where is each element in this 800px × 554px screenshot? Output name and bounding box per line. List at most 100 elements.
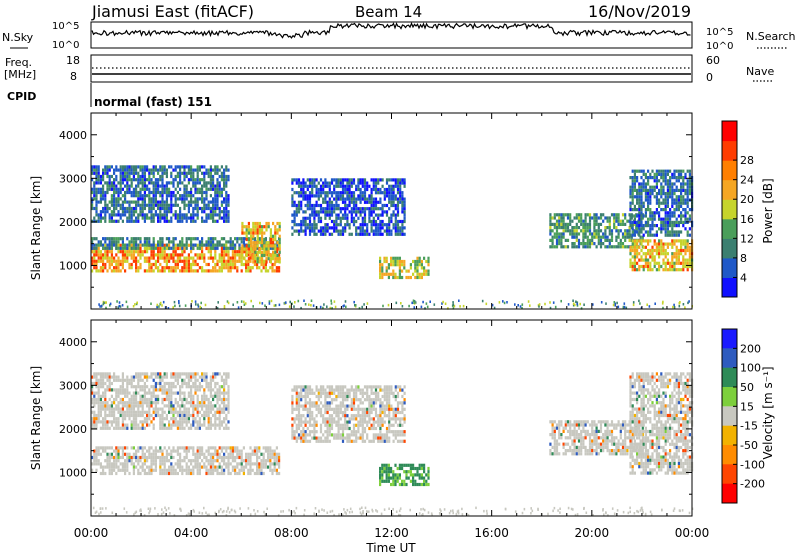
heatmap-cell: [113, 168, 116, 172]
heatmap-cell: [196, 462, 199, 466]
heatmap-cell: [642, 245, 645, 249]
heatmap-cell: [185, 262, 188, 267]
heatmap-cell: [152, 253, 155, 257]
heatmap-cell: [137, 213, 140, 217]
heatmap-cell: [130, 381, 133, 386]
heatmap-cell: [686, 169, 689, 173]
heatmap-cell: [163, 375, 166, 379]
heatmap-cell: [350, 200, 353, 204]
heatmap-cell: [135, 420, 138, 424]
heatmap-cell: [157, 455, 160, 460]
heatmap-cell: [192, 468, 195, 472]
heatmap-cell: [143, 372, 146, 376]
heatmap-cell: [115, 246, 118, 250]
heatmap-cell: [165, 372, 168, 376]
heatmap-cell: [357, 226, 360, 230]
heatmap-cell: [247, 462, 250, 466]
heatmap-cell: [130, 237, 133, 241]
heatmap-cell: [172, 306, 174, 309]
heatmap-cell: [161, 269, 164, 273]
heatmap-cell: [381, 213, 384, 217]
heatmap-cell: [630, 235, 633, 239]
heatmap-cell: [179, 216, 182, 220]
heatmap-cell: [183, 381, 186, 386]
heatmap-cell: [172, 168, 175, 172]
heatmap-cell: [212, 240, 215, 244]
heatmap-cell: [163, 243, 166, 247]
heatmap-cell: [673, 198, 676, 202]
heatmap-cell: [390, 197, 393, 201]
heatmap-cell: [161, 266, 164, 270]
heatmap-cell: [666, 185, 669, 189]
heatmap-cell: [249, 250, 252, 254]
heatmap-cell: [157, 187, 160, 191]
heatmap-cell: [669, 211, 672, 215]
heatmap-cell: [183, 203, 186, 207]
heatmap-cell: [174, 165, 177, 169]
heatmap-cell: [161, 206, 164, 211]
heatmap-cell: [271, 262, 274, 267]
power-x-ticks: [90, 113, 693, 309]
heatmap-cell: [245, 462, 248, 466]
heatmap-cell: [403, 181, 406, 185]
heatmap-cell: [412, 259, 415, 264]
heatmap-cell: [165, 259, 168, 263]
heatmap-cell: [115, 206, 118, 211]
heatmap-cell: [93, 246, 96, 250]
heatmap-cell: [132, 165, 135, 169]
heatmap-cell: [117, 375, 120, 379]
heatmap-cell: [146, 256, 149, 260]
heatmap-cell: [688, 255, 691, 259]
heatmap-cell: [198, 452, 201, 456]
heatmap-cell: [628, 238, 631, 242]
heatmap-cell: [159, 246, 162, 251]
heatmap-cell: [658, 245, 661, 249]
heatmap-cell: [566, 238, 570, 242]
heatmap-cell: [273, 459, 276, 463]
heatmap-cell: [278, 462, 281, 466]
heatmap-cell: [205, 459, 208, 463]
heatmap-cell: [664, 204, 667, 208]
heatmap-cell: [256, 459, 259, 463]
heatmap-cell: [216, 213, 219, 217]
heatmap-cell: [614, 304, 617, 307]
heatmap-cell: [399, 232, 402, 236]
heatmap-cell: [124, 462, 127, 466]
heatmap-cell: [187, 426, 190, 430]
heatmap-cell: [91, 178, 94, 182]
heatmap-cell: [121, 168, 124, 172]
heatmap-cell: [139, 203, 142, 207]
heatmap-cell: [150, 219, 153, 223]
heatmap-cell: [673, 192, 676, 196]
heatmap-cell: [179, 243, 182, 247]
heatmap-cell: [163, 165, 166, 169]
heatmap-cell: [379, 272, 382, 276]
heatmap-cell: [121, 256, 124, 260]
heatmap-cell: [212, 468, 215, 472]
heatmap-cell: [666, 268, 669, 272]
heatmap-cell: [396, 232, 400, 236]
heatmap-cell: [196, 446, 199, 450]
heatmap-cell: [629, 208, 632, 212]
heatmap-cell: [113, 206, 116, 211]
heatmap-cell: [250, 237, 253, 242]
heatmap-cell: [218, 194, 221, 198]
heatmap-cell: [163, 184, 166, 188]
colorbar-tick-label: 4: [740, 271, 747, 284]
freq-tick-bottom: 8: [70, 70, 77, 83]
heatmap-cell: [564, 229, 567, 233]
heatmap-cell: [658, 198, 661, 202]
heatmap-cell: [374, 197, 378, 201]
heatmap-cell: [675, 201, 678, 205]
heatmap-cell: [234, 455, 237, 460]
heatmap-cell: [361, 181, 364, 185]
heatmap-cell: [132, 174, 135, 179]
heatmap-cell: [128, 240, 131, 244]
heatmap-cell: [130, 256, 133, 260]
heatmap-cell: [170, 200, 173, 204]
heatmap-cell: [638, 192, 641, 196]
heatmap-cell: [139, 253, 142, 257]
heatmap-cell: [658, 227, 661, 231]
heatmap-cell: [562, 226, 565, 230]
heatmap-cell: [413, 306, 416, 309]
